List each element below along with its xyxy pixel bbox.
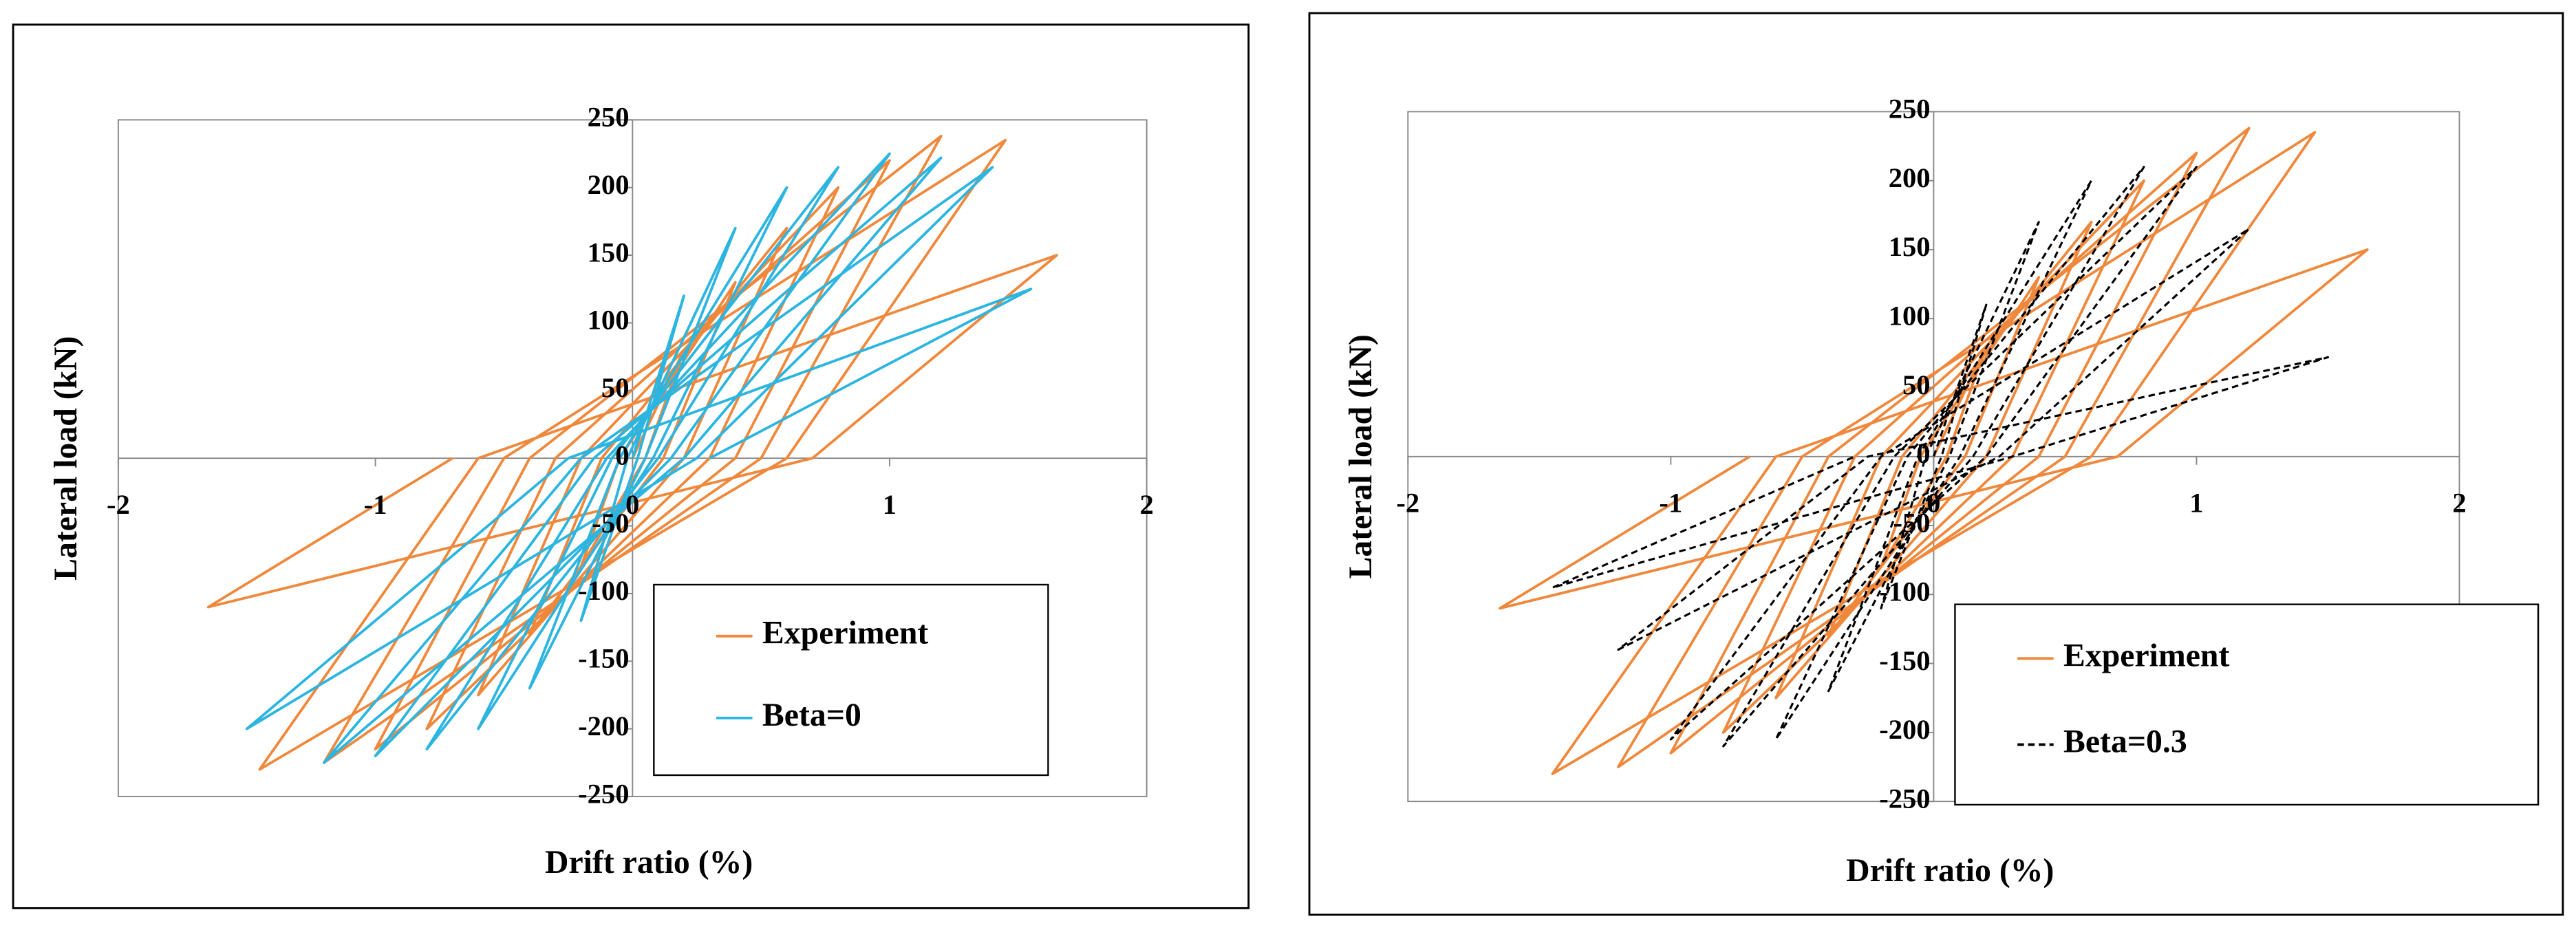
legend-label: Experiment [762, 615, 928, 651]
x-tick-label: -1 [1659, 488, 1682, 519]
y-tick-label: -100 [1879, 576, 1930, 607]
panel-border [1308, 12, 2564, 916]
y-tick-label: 150 [588, 237, 630, 268]
chart-panel: -2 -1 0 1 2-250-200-150-100-5005010015020025… [12, 23, 1250, 909]
y-tick-label: 200 [1889, 162, 1931, 193]
x-tick-label: 1 [2189, 488, 2203, 519]
y-tick-label: 250 [588, 102, 630, 133]
y-tick-label: -50 [592, 508, 629, 539]
legend-box [1954, 603, 2540, 806]
y-tick-label: 100 [588, 305, 630, 336]
legend-label: Beta=0 [762, 697, 861, 733]
y-tick-label: -150 [1879, 645, 1930, 676]
legend-box [653, 583, 1049, 777]
y-tick-label: 50 [1902, 369, 1931, 400]
y-axis-label: Lateral load (kN) [1342, 334, 1379, 578]
x-tick-label: -1 [364, 489, 387, 520]
y-tick-label: 0 [615, 440, 629, 470]
x-axis-label: Drift ratio (%) [545, 844, 753, 880]
y-tick-label: -250 [578, 778, 629, 809]
y-tick-label: 250 [1889, 94, 1931, 124]
series-line [1499, 127, 2369, 775]
legend: Experiment Beta=0 [653, 583, 1049, 777]
y-tick-label: 0 [1916, 438, 1930, 469]
x-axis-label: Drift ratio (%) [1846, 852, 2054, 889]
y-tick-label: -200 [1879, 714, 1930, 745]
x-tick-label: -2 [1396, 488, 1419, 519]
x-tick-label: 1 [883, 489, 897, 520]
y-tick-label: -250 [1879, 783, 1930, 814]
chart-panel: -2 -1 0 1 2-250-200-150-100-5005010015020025… [1308, 12, 2564, 916]
x-tick-label: 0 [625, 489, 639, 520]
y-tick-label: -50 [1893, 507, 1931, 538]
y-tick-label: -150 [578, 643, 629, 674]
y-tick-label: 100 [1889, 301, 1931, 332]
y-tick-label: -100 [578, 575, 629, 606]
y-tick-label: 200 [588, 169, 630, 200]
legend-label: Beta=0.3 [2063, 724, 2187, 760]
y-axis-label: Lateral load (kN) [47, 336, 84, 580]
y-tick-label: 50 [601, 372, 630, 403]
y-tick-label: 150 [1889, 231, 1931, 262]
legend: Experiment Beta=0.3 [1954, 603, 2540, 806]
y-tick-label: -200 [578, 711, 629, 741]
x-tick-label: -2 [107, 489, 130, 520]
x-tick-label: 2 [1140, 489, 1154, 520]
panel-border [12, 23, 1250, 909]
x-tick-label: 2 [2452, 488, 2466, 519]
legend-label: Experiment [2063, 637, 2229, 673]
series-line [245, 152, 1033, 764]
x-tick-label: 0 [1926, 488, 1940, 519]
series-line [1551, 166, 2330, 748]
